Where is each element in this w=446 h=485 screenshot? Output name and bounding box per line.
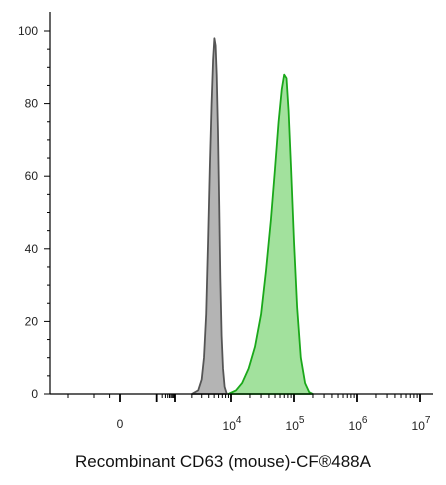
y-tick-label: 60 (25, 169, 39, 183)
x-tick-label: 105 (286, 415, 305, 433)
axes: 0 20 40 60 80 100 0 104 105 106 107 (18, 12, 433, 433)
x-tick-label: 104 (223, 415, 242, 433)
y-tick-label: 100 (18, 24, 38, 38)
x-tick-label: 0 (117, 417, 124, 431)
x-tick-label: 107 (412, 415, 431, 433)
x-tick-label: 106 (349, 415, 368, 433)
plot-area (191, 37, 314, 395)
y-tick-label: 20 (25, 314, 39, 328)
histogram-series-1 (191, 37, 228, 395)
y-tick-label: 80 (25, 97, 39, 111)
x-axis-label: Recombinant CD63 (mouse)-CF®488A (75, 452, 371, 471)
y-tick-label: 40 (25, 242, 39, 256)
y-tick-label: 0 (31, 387, 38, 401)
histogram-series-2 (227, 73, 314, 395)
